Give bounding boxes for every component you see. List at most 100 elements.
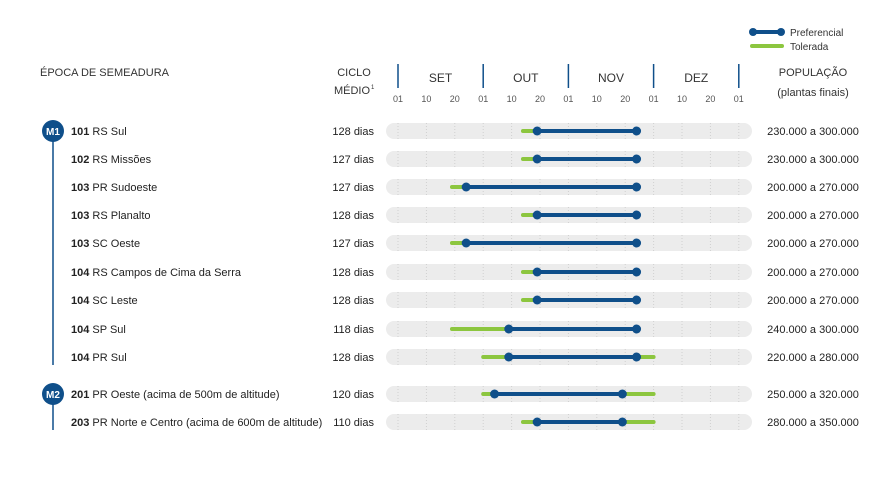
day-tick-label: 10 [592,94,602,104]
row-region: PR Sudoeste [92,182,157,194]
row-code: 203 [71,417,92,429]
preferred-end-dot [632,210,642,220]
preferred-end-dot [617,389,627,399]
row-region: PR Norte e Centro (acima de 600m de alti… [92,417,322,429]
table-row: 104 PR Sul 128 dias 220.000 a 280.000 [71,349,859,365]
legend-preferred-dot-left [749,28,757,36]
row-cycle: 127 dias [332,238,374,250]
day-tick-label: 01 [478,94,488,104]
preferred-start-dot [532,267,542,277]
row-label: 203 PR Norte e Centro (acima de 600m de … [71,417,322,429]
row-cycle: 110 dias [333,417,374,429]
row-label: 102 RS Missões [71,154,152,166]
legend-preferred-label: Preferencial [790,28,843,39]
preferred-start-dot [532,210,542,220]
row-cycle: 128 dias [332,126,374,138]
row-code: 103 [71,210,92,222]
group-badge [42,383,64,405]
row-label: 103 SC Oeste [71,238,140,250]
row-population: 200.000 a 270.000 [767,267,859,279]
preferred-start-dot [490,389,500,399]
header-ciclo-sup: 1 [371,85,375,91]
table-row: 104 SC Leste 128 dias 200.000 a 270.000 [71,292,859,308]
preferred-start-dot [532,154,542,164]
header-populacao-line1: POPULAÇÃO [779,66,848,79]
day-tick-label: 01 [393,94,403,104]
row-region: RS Sul [92,126,126,138]
legend-preferred-dot-right [777,28,785,36]
preferred-end-dot [632,295,642,305]
row-population: 240.000 a 300.000 [767,324,859,336]
day-tick-label: 20 [620,94,630,104]
row-code: 104 [71,295,92,307]
row-label: 104 SP Sul [71,324,126,336]
day-tick-label: 10 [507,94,517,104]
preferred-start-dot [504,324,514,334]
row-cycle: 118 dias [333,324,374,336]
row-code: 104 [71,324,92,336]
preferred-end-dot [632,267,642,277]
preferred-end-dot [632,352,642,362]
day-tick-label: 20 [705,94,715,104]
row-cycle: 127 dias [332,182,374,194]
row-cycle: 127 dias [332,154,374,166]
row-label: 104 PR Sul [71,352,127,364]
preferred-end-dot [632,182,642,192]
row-cycle: 128 dias [332,295,374,307]
row-code: 102 [71,154,92,166]
row-cycle: 120 dias [332,389,374,401]
preferred-start-dot [532,417,542,427]
day-tick-label: 01 [734,94,744,104]
preferred-end-dot [632,324,642,334]
row-population: 230.000 a 300.000 [767,126,859,138]
row-code: 104 [71,352,92,364]
preferred-start-dot [532,126,542,136]
row-label: 101 RS Sul [71,126,127,138]
table-row: 103 RS Planalto 128 dias 200.000 a 270.000 [71,207,859,223]
row-region: RS Planalto [92,210,150,222]
preferred-start-dot [461,182,471,192]
month-label: NOV [598,71,624,85]
day-tick-label: 01 [563,94,573,104]
day-tick-label: 20 [450,94,460,104]
preferred-start-dot [504,352,514,362]
day-tick-label: 10 [421,94,431,104]
row-code: 103 [71,182,92,194]
row-code: 104 [71,267,92,279]
row-cycle: 128 dias [332,267,374,279]
header-ciclo-line2: MÉDIO [334,84,371,97]
row-region: PR Oeste (acima de 500m de altitude) [92,389,279,401]
row-code: 101 [71,126,92,138]
row-label: 104 SC Leste [71,295,138,307]
row-label: 103 RS Planalto [71,210,151,222]
group-badge-label: M1 [46,127,60,138]
row-region: RS Missões [92,154,151,166]
preferred-end-dot [632,126,642,136]
table-row: 203 PR Norte e Centro (acima de 600m de … [71,414,859,430]
row-cycle: 128 dias [332,210,374,222]
legend: Preferencial Tolerada [749,28,843,53]
preferred-end-dot [632,238,642,248]
legend-tolerated-label: Tolerada [790,42,829,53]
month-label: DEZ [684,71,708,85]
row-code: 103 [71,238,92,250]
month-label: SET [429,71,453,85]
row-cycle: 128 dias [332,352,374,364]
row-code: 201 [71,389,92,401]
row-population: 200.000 a 270.000 [767,182,859,194]
table-row: 101 RS Sul 128 dias 230.000 a 300.000 [71,123,859,139]
row-label: 103 PR Sudoeste [71,182,157,194]
table-row: 103 PR Sudoeste 127 dias 200.000 a 270.000 [71,179,859,195]
table-row: 104 SP Sul 118 dias 240.000 a 300.000 [71,321,859,337]
row-region: SP Sul [92,324,125,336]
row-population: 250.000 a 320.000 [767,389,859,401]
row-region: SC Oeste [92,238,140,250]
timeline-axis: 01 10 20 01 10 20 01 10 20 01 10 20 01 SET OUT NOV DEZ [393,64,744,104]
group-badge [42,120,64,142]
preferred-start-dot [461,238,471,248]
header-populacao-line2: (plantas finais) [777,87,849,99]
row-population: 280.000 a 350.000 [767,417,859,429]
